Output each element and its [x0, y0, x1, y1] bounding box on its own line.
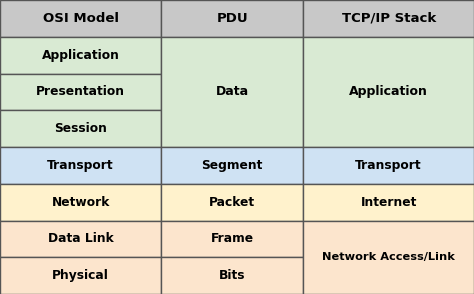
Text: Presentation: Presentation [36, 85, 125, 98]
Bar [161, 257, 303, 294]
Bar [0, 37, 161, 74]
Text: PDU: PDU [217, 12, 248, 25]
Bar [303, 220, 474, 294]
Bar [303, 184, 474, 220]
Text: Segment: Segment [201, 159, 263, 172]
Text: Bits: Bits [219, 269, 246, 282]
Bar [0, 257, 161, 294]
Bar [161, 147, 303, 184]
Bar [161, 184, 303, 220]
Bar [303, 37, 474, 147]
Text: Session: Session [54, 122, 107, 135]
Bar [0, 0, 161, 37]
Text: Network: Network [51, 196, 110, 209]
Bar [0, 220, 161, 257]
Text: Transport: Transport [47, 159, 114, 172]
Text: Application: Application [42, 49, 119, 62]
Bar [0, 147, 161, 184]
Text: Data: Data [216, 85, 249, 98]
Bar [0, 184, 161, 220]
Bar [161, 0, 303, 37]
Bar [303, 0, 474, 37]
Text: Data Link: Data Link [48, 232, 113, 245]
Text: Network Access/Link: Network Access/Link [322, 252, 455, 262]
Text: TCP/IP Stack: TCP/IP Stack [342, 12, 436, 25]
Text: Frame: Frame [211, 232, 254, 245]
Text: OSI Model: OSI Model [43, 12, 118, 25]
Bar [161, 220, 303, 257]
Text: Transport: Transport [356, 159, 422, 172]
Bar [0, 74, 161, 110]
Text: Application: Application [349, 85, 428, 98]
Text: Physical: Physical [52, 269, 109, 282]
Text: Packet: Packet [209, 196, 255, 209]
Text: Internet: Internet [361, 196, 417, 209]
Bar [303, 147, 474, 184]
Bar [0, 110, 161, 147]
Bar [161, 37, 303, 147]
